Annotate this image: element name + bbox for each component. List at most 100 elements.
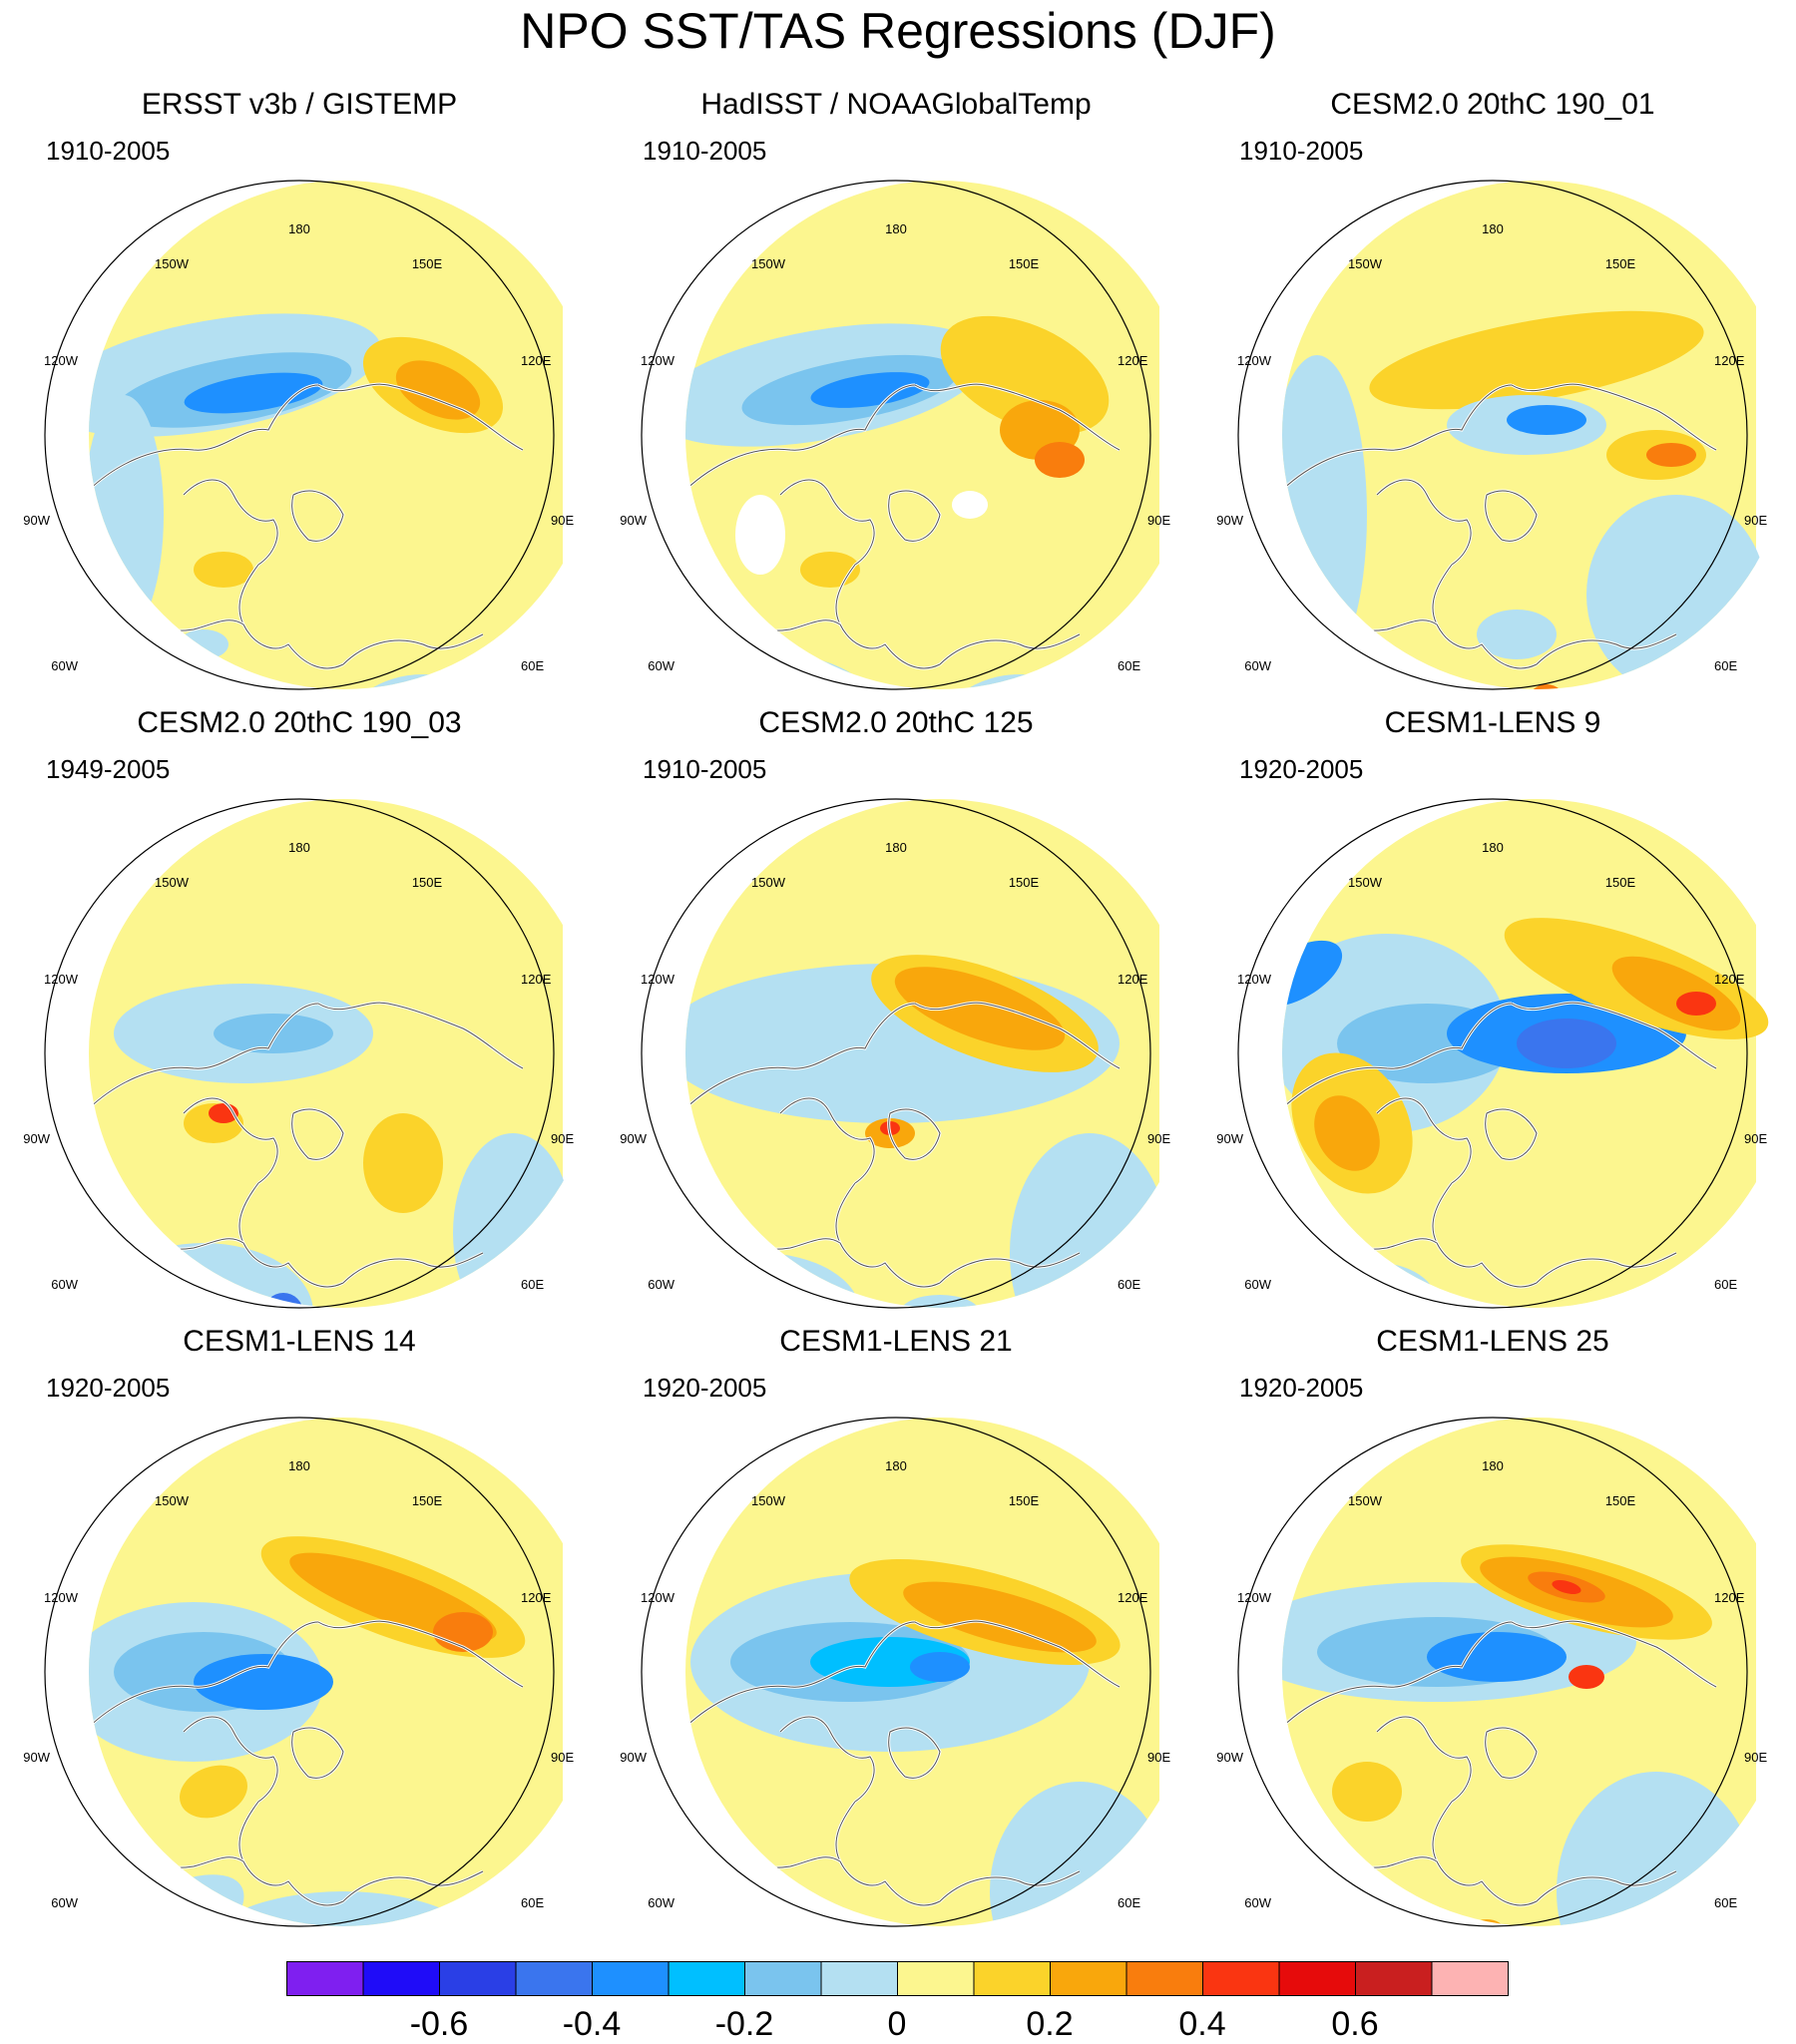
longitude-label: 120E [1714,353,1745,368]
panel-period: 1949-2005 [46,754,171,784]
map-border [1237,798,1748,1309]
anomaly-region [903,1581,1097,1653]
colorbar-swatch [1050,1961,1127,1996]
longitude-label: 150W [1348,875,1383,890]
anomaly-region [1332,1762,1402,1822]
longitude-label: 150E [1009,1493,1040,1508]
coastline [291,1727,344,1779]
anomaly-region [1035,442,1085,478]
longitude-label: 150W [155,875,190,890]
longitude-label: 90W [23,1131,50,1146]
coastline [939,1252,1081,1284]
longitude-label: 90E [1147,1750,1170,1765]
coastline [914,1002,1121,1069]
anomaly-region [940,315,1110,435]
coastline [888,1727,941,1779]
anomaly-region [1377,1926,1417,1956]
longitude-label: 60E [1714,1277,1737,1292]
anomaly-region [1347,1901,1427,1926]
anomaly-region [453,1133,573,1308]
longitude-label: 150E [1605,1493,1636,1508]
longitude-label: 150E [1009,256,1040,271]
coastline [1376,479,1472,566]
colorbar-swatch [1202,1961,1280,1996]
coastline [1485,1727,1538,1779]
anomaly-region [810,372,930,408]
longitude-label: 90W [1216,513,1243,528]
anomaly-region [1477,610,1557,659]
longitude-label: 60E [521,1895,544,1910]
coastline [835,1182,941,1288]
longitude-label: 180 [1482,1458,1504,1473]
longitude-label: 60E [1714,1895,1737,1910]
panel-title: CESM2.0 20thC 125 [758,706,1034,739]
anomaly-region [1010,1133,1169,1308]
colorbar-swatch [515,1961,593,1996]
longitude-label: 120E [1118,972,1148,987]
coastline [1485,490,1538,542]
coastline [1376,1097,1472,1184]
longitude-label: 180 [885,1458,907,1473]
colorbar-swatch [592,1961,670,1996]
map-border [44,798,555,1309]
map-field [89,1418,563,1926]
anomaly-region [1357,1293,1417,1308]
anomaly-region [1586,495,1766,689]
coastline [1536,1252,1677,1284]
longitude-label: 90W [620,1131,647,1146]
coastline [1511,1002,1717,1069]
panel-title: CESM1-LENS 21 [779,1325,1013,1358]
coastline [89,1003,319,1114]
anomaly-region [1552,1580,1581,1594]
coastline [1282,1621,1513,1733]
anomaly-region [1369,310,1704,410]
longitude-label: 120W [1237,1590,1272,1605]
longitude-label: 120W [1237,353,1272,368]
coastline [1536,1870,1677,1902]
coastline [1282,1003,1513,1114]
panel-period: 1920-2005 [1239,1373,1364,1403]
longitude-label: 60W [648,1277,674,1292]
longitude-label: 150W [155,1493,190,1508]
map-field [685,799,1169,1308]
longitude-label: 150W [155,256,190,271]
longitude-label: 150W [751,256,786,271]
anomaly-region [1517,1019,1616,1068]
map-field [685,181,1159,689]
longitude-label: 60W [648,658,674,673]
colorbar-swatch [1278,1961,1356,1996]
longitude-label: 60W [1244,658,1271,673]
colorbar-swatch [362,1961,440,1996]
colorbar-swatch [1125,1961,1203,1996]
longitude-label: 150W [751,1493,786,1508]
colorbar-tick-label: 0.6 [1331,2005,1379,2043]
anomaly-region [1427,1632,1567,1682]
coastline [89,1621,319,1733]
coastline [888,1108,941,1160]
colorbar-tick-label: -0.2 [714,2005,774,2043]
coastline [685,384,916,496]
longitude-label: 90E [551,1750,574,1765]
anomaly-region [1569,1665,1604,1689]
colorbar-tick-label: 0.2 [1026,2005,1074,2043]
longitude-label: 120W [44,353,79,368]
longitude-label: 120W [44,972,79,987]
map-field [1282,1418,1756,1956]
longitude-label: 90W [1216,1750,1243,1765]
coastline [342,1870,484,1902]
anomaly-region [179,629,228,659]
coastline [914,1620,1121,1688]
map-panel: CESM2.0 20thC 190_01 1910-2005 180 150W 150E… [1193,88,1792,706]
longitude-label: 120W [44,1590,79,1605]
longitude-label: 180 [288,1458,310,1473]
longitude-label: 90W [23,513,50,528]
longitude-label: 120E [1714,972,1745,987]
polar-map: 180150W150E120W120E90W90E60W60E30W30E0 [620,1417,1170,1927]
panel-period: 1920-2005 [46,1373,171,1403]
coastline [238,1182,344,1288]
coastline [183,1716,278,1803]
panel-title: CESM1-LENS 9 [1384,706,1601,739]
panel-title: CESM1-LENS 14 [183,1325,416,1358]
map-panel: CESM2.0 20thC 125 1910-2005 180 150W 150E 120… [597,706,1195,1325]
longitude-label: 120E [521,972,552,987]
